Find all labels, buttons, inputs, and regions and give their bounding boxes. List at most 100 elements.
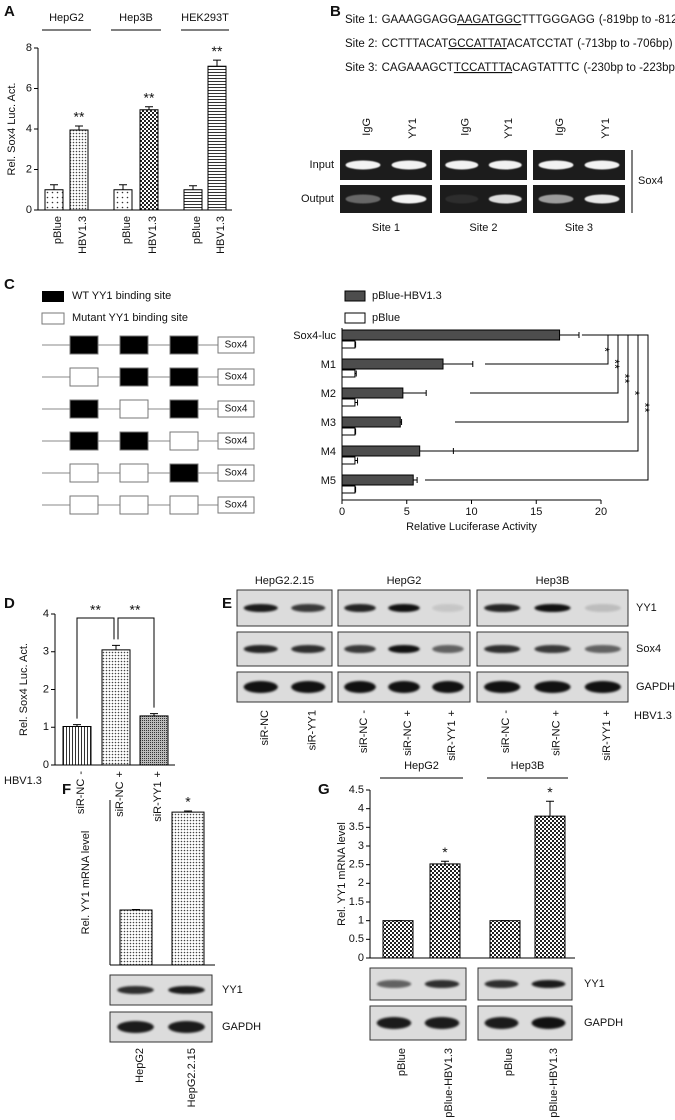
lane-name: siR-YY1: [306, 710, 318, 750]
lane-name: siR-NC: [500, 718, 512, 753]
condition-sign: -: [500, 710, 512, 714]
error-bar: [145, 106, 153, 110]
binding-site: [119, 399, 149, 419]
lane-label: siR-YY1: [306, 710, 318, 750]
binding-site: [69, 495, 99, 515]
protein-label: GAPDH: [584, 1017, 623, 1029]
group-label: HepG2: [387, 575, 422, 587]
blot-band: [243, 681, 278, 693]
comparison-label: **: [130, 602, 141, 618]
x-tick-label: HBV1.3: [215, 216, 227, 254]
blot-band: [584, 645, 621, 653]
panel-letter: B: [330, 3, 341, 20]
binding-site: [119, 367, 149, 387]
y-tick-label: 8: [26, 42, 32, 54]
significance: **: [144, 89, 155, 105]
y-tick-label: 2: [43, 683, 49, 695]
bar: [101, 649, 131, 766]
sequence: ACATCCTAT: [507, 38, 573, 50]
blot-band: [484, 980, 519, 988]
group-label: Hep3B: [511, 760, 545, 772]
blot-band: [117, 1021, 154, 1033]
gel-band: [584, 160, 620, 170]
significance: *: [598, 347, 613, 352]
binding-site: [169, 335, 199, 355]
x-tick-label: siR-YY1 +: [152, 771, 164, 822]
protein-label: GAPDH: [636, 681, 675, 693]
blot-band: [291, 604, 326, 612]
blot-band: [243, 645, 278, 653]
y-tick-label: 4: [26, 123, 32, 135]
error-bar: [73, 724, 81, 727]
binding-site: [169, 463, 199, 483]
y-axis-label: Rel. Sox4 Luc. Act.: [18, 643, 30, 736]
site-range: (-713bp to -706bp): [577, 38, 672, 50]
blot-band: [531, 1017, 566, 1029]
x-tick-label: pBlue: [396, 1048, 408, 1076]
binding-site: [69, 367, 99, 387]
bar: [139, 715, 169, 766]
bar: [341, 358, 444, 370]
gene-box: [217, 336, 255, 354]
panel-letter: G: [318, 781, 330, 798]
bar: [119, 909, 153, 966]
comparison-bracket: [117, 617, 155, 708]
blot-band: [344, 604, 376, 612]
sequence: GAAAGGAGG: [382, 14, 457, 26]
group-label: Hep3B: [536, 575, 570, 587]
error-bar: [400, 419, 403, 425]
x-tick-label: pBlue-HBV1.3: [443, 1048, 455, 1118]
sequence: TTTGGGAGG: [521, 14, 595, 26]
binding-site: [119, 495, 149, 515]
binding-site: [69, 431, 99, 451]
blot-band: [432, 681, 464, 693]
x-tick-label: HBV1.3: [147, 216, 159, 254]
y-tick-label: 1.5: [349, 896, 364, 908]
significance: **: [638, 402, 653, 412]
significance: *: [628, 390, 643, 395]
x-tick-label: pBlue: [191, 216, 203, 244]
blot-band: [388, 681, 420, 693]
y-tick-label: 6: [26, 82, 32, 94]
bar: [489, 920, 521, 959]
x-tick-label: pBlue: [121, 216, 133, 244]
binding-site: [169, 495, 199, 515]
bar: [207, 65, 227, 211]
gel-band: [345, 160, 381, 170]
error-bar: [354, 341, 357, 348]
bar: [341, 456, 356, 465]
condition-sign: +: [114, 771, 126, 777]
binding-site: [119, 335, 149, 355]
gel-band: [584, 194, 620, 204]
error-bar: [354, 486, 357, 493]
lane-name: siR-NC: [402, 720, 414, 755]
gel-band: [345, 194, 381, 204]
bar: [113, 189, 133, 211]
blot-band: [291, 645, 326, 653]
error-bar: [213, 59, 221, 67]
y-tick-label: 2: [26, 163, 32, 175]
legend-label: WT YY1 binding site: [72, 290, 171, 302]
error-bar: [443, 361, 474, 367]
x-tick-label: HepG2: [134, 1048, 146, 1083]
error-bar: [354, 457, 359, 464]
significance: **: [74, 109, 85, 125]
gene-box: [217, 496, 255, 514]
significance: *: [442, 844, 448, 860]
gel-band: [391, 160, 427, 170]
category-label: M4: [321, 446, 336, 458]
error-bar: [546, 800, 554, 817]
gene-box: [217, 400, 255, 418]
blot-band: [534, 645, 571, 653]
site-label: Site 1:: [345, 14, 378, 26]
site-sequence: Site 1: GAAAGGAGGAAGATGGCTTTGGGAGG (-819bp…: [345, 14, 675, 26]
sequence: CCTTTACAT: [382, 38, 449, 50]
lane-label: IgG: [554, 118, 566, 136]
legend-swatch: [344, 290, 366, 302]
blot-band: [243, 604, 278, 612]
lane-label: siR-NC: [259, 710, 271, 745]
error-bar: [441, 860, 449, 864]
panel-letter: C: [4, 276, 15, 293]
bar: [171, 811, 205, 966]
